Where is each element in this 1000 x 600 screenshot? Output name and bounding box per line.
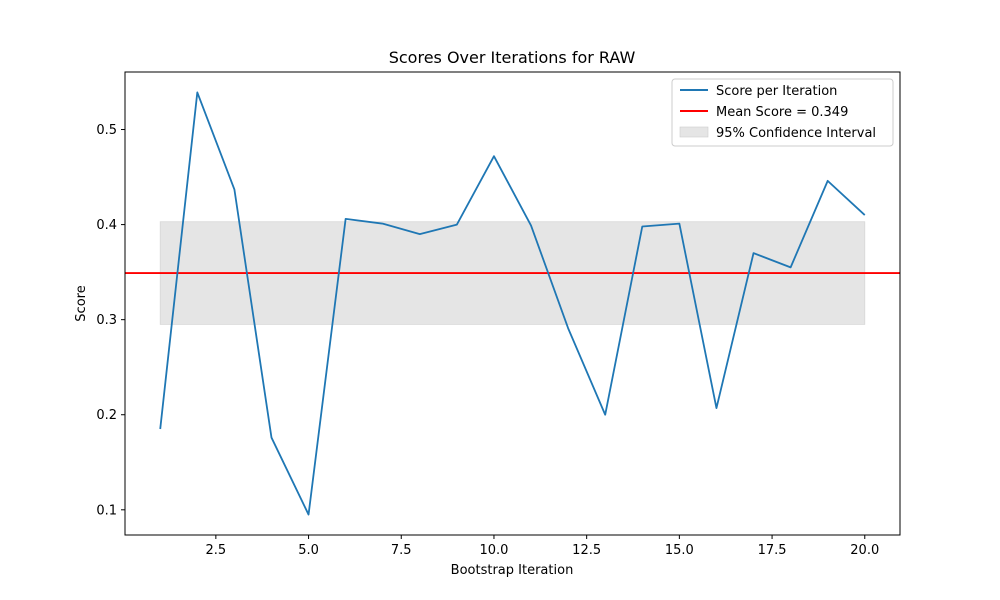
x-tick-label: 20.0 <box>850 543 879 558</box>
legend-box <box>671 78 894 147</box>
plot-frame <box>124 71 901 536</box>
y-tick-label: 0.3 <box>96 313 117 328</box>
x-tick-label: 10.0 <box>479 543 508 558</box>
x-tick-label: 2.5 <box>206 543 227 558</box>
x-tick-label: 15.0 <box>665 543 694 558</box>
y-tick-label: 0.4 <box>96 218 117 233</box>
x-tick-label: 7.5 <box>391 543 412 558</box>
chart-title: Scores Over Iterations for RAW <box>389 48 636 67</box>
x-tick-label: 5.0 <box>298 543 319 558</box>
y-tick-label: 0.2 <box>96 408 117 423</box>
x-tick-label: 12.5 <box>572 543 601 558</box>
x-axis-label: Bootstrap Iteration <box>451 563 574 578</box>
legend-label-ci: 95% Confidence Interval <box>716 126 876 141</box>
y-tick-label: 0.1 <box>96 503 117 518</box>
y-tick-label: 0.5 <box>96 123 117 138</box>
y-axis-label: Score <box>74 285 89 321</box>
legend: Score per Iteration Mean Score = 0.349 9… <box>671 78 894 147</box>
legend-swatch-ci <box>679 126 709 138</box>
series-line-0 <box>159 91 866 516</box>
x-tick-label: 17.5 <box>758 543 787 558</box>
legend-label-mean: Mean Score = 0.349 <box>716 105 848 120</box>
legend-label-series: Score per Iteration <box>716 84 837 99</box>
